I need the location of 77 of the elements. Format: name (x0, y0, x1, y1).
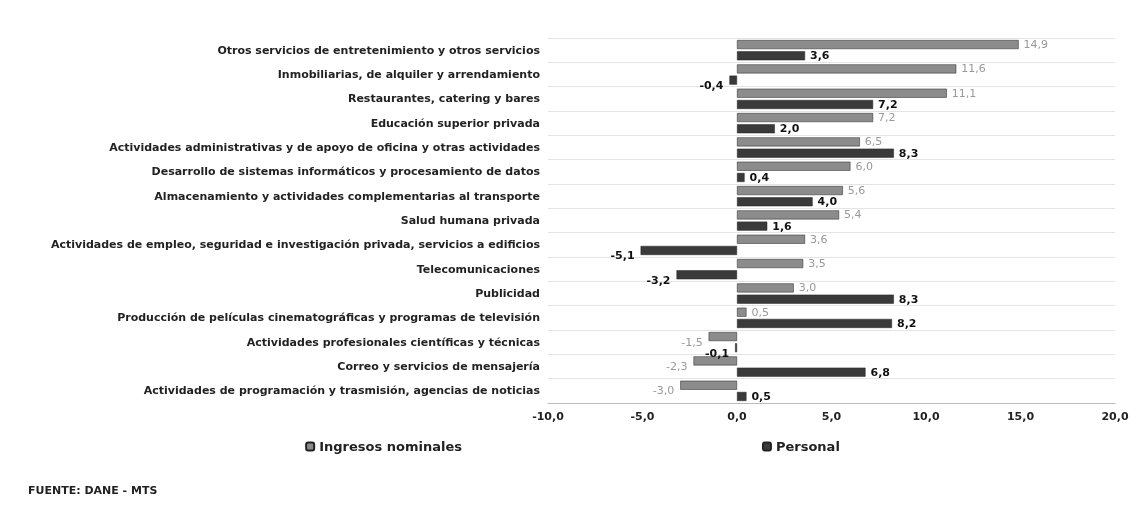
y-tick-label: Otros servicios de entretenimiento y otros servicios (217, 43, 541, 57)
data-label: 3,6 (810, 49, 830, 63)
bar (737, 307, 747, 317)
data-label: -5,1 (610, 249, 635, 263)
data-label: 3,6 (810, 232, 828, 246)
data-label: 6,0 (855, 159, 873, 173)
x-tick-label: 15,0 (1006, 410, 1035, 423)
data-label: 11,1 (951, 86, 977, 100)
x-tick-label: 20,0 (1101, 410, 1129, 423)
y-tick-label: Actividades administrativas y de apoyo de oficina y otras actividades (109, 141, 541, 154)
bar (737, 186, 843, 196)
x-tick-label: -10,0 (532, 410, 565, 423)
x-tick-label: -5,0 (630, 410, 655, 423)
data-label: 3,0 (798, 281, 817, 295)
data-label: 8,2 (896, 316, 917, 330)
data-label: -0,4 (699, 79, 724, 93)
y-tick-label: Actividades de empleo, seguridad e investigación privada, servicios a edificios (50, 238, 541, 252)
bar (737, 234, 806, 244)
y-tick-label: Producción de películas cinematográficas y programas de televisión (117, 311, 540, 325)
data-label: 6,5 (864, 135, 883, 149)
data-label: 4,0 (817, 195, 838, 209)
data-label: 5,4 (844, 208, 862, 222)
bar (708, 332, 737, 342)
data-label: 8,3 (898, 146, 919, 160)
data-label: 0,4 (749, 170, 770, 184)
bar (737, 161, 851, 171)
x-tick-label: 5,0 (821, 410, 842, 423)
data-label: 0,5 (751, 305, 769, 319)
y-tick-label: Inmobiliarias, de alquiler y arrendamiento (277, 68, 541, 81)
bar (737, 113, 874, 123)
bar (676, 270, 737, 280)
x-tick-label: 0,0 (727, 410, 748, 423)
data-label: 2,0 (779, 122, 800, 136)
y-tick-label: Almacenamiento y actividades complementarias al transporte (154, 189, 540, 203)
data-label: 7,2 (878, 97, 898, 111)
bar (729, 75, 737, 85)
data-label: 8,3 (898, 292, 919, 306)
bar (737, 88, 947, 98)
bar (737, 172, 745, 182)
x-tick-label: 10,0 (912, 410, 940, 423)
bar (737, 124, 775, 134)
data-label: -3,0 (652, 384, 675, 398)
bar (680, 380, 737, 390)
data-label: -1,5 (681, 335, 703, 349)
data-label: 14,9 (1023, 38, 1049, 52)
bar (737, 391, 747, 401)
bar (737, 40, 1019, 50)
bar (737, 64, 957, 74)
bar (737, 367, 866, 377)
data-label: 6,8 (870, 365, 891, 379)
y-tick-label: Desarrollo de sistemas informáticos y procesamiento de datos (151, 165, 541, 179)
legend-label: Ingresos nominales (319, 439, 463, 454)
y-tick-label: Salud humana privada (400, 214, 540, 227)
data-label: 7,2 (878, 111, 896, 125)
y-tick-label: Educación superior privada (370, 116, 540, 130)
legend-label: Personal (775, 439, 840, 454)
bar (737, 51, 806, 61)
bar (737, 99, 874, 109)
data-label: -2,3 (666, 359, 688, 373)
y-tick-label: Actividades profesionales científicas y técnicas (246, 335, 541, 349)
data-label: 5,6 (847, 184, 866, 198)
data-label: -0,1 (705, 346, 730, 360)
y-tick-label: Publicidad (475, 287, 540, 300)
data-label: -3,2 (646, 273, 671, 287)
bar (737, 259, 804, 269)
y-tick-label: Restaurantes, catering y bares (347, 92, 541, 106)
y-tick-label: Correo y servicios de mensajería (337, 360, 540, 373)
bar (737, 318, 892, 328)
data-label: 3,5 (808, 257, 826, 271)
y-tick-label: Actividades de programación y trasmisión, agencias de noticias (143, 384, 541, 398)
bar (737, 197, 813, 207)
data-label: 1,6 (772, 219, 793, 233)
source-note: FUENTE: DANE - MTS (28, 484, 158, 497)
bar (640, 245, 737, 255)
y-tick-label: Telecomunicaciones (416, 262, 541, 276)
data-label: 0,5 (751, 389, 771, 403)
data-label: 11,6 (961, 62, 986, 76)
